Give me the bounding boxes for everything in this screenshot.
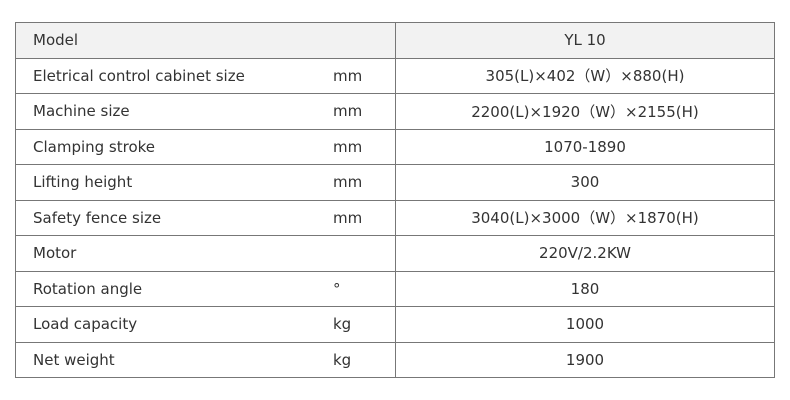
table-row: Motor 220V/2.2KW xyxy=(15,235,775,272)
table-row: Net weight kg 1900 xyxy=(15,341,775,378)
table-row: Clamping stroke mm 1070-1890 xyxy=(15,128,775,165)
row-unit: kg xyxy=(333,341,396,378)
row-value: 1900 xyxy=(395,341,775,378)
row-value: 300 xyxy=(395,164,775,201)
row-value: 2200(L)×1920（W）×2155(H) xyxy=(395,93,775,130)
row-unit: kg xyxy=(333,306,396,343)
row-unit: mm xyxy=(333,199,396,236)
spec-table: Model YL 10 Eletrical control cabinet si… xyxy=(15,22,775,378)
header-value: YL 10 xyxy=(395,22,775,59)
table-row: Safety fence size mm 3040(L)×3000（W）×1870(… xyxy=(15,199,775,236)
row-unit: mm xyxy=(333,128,396,165)
row-label: Clamping stroke xyxy=(15,128,333,165)
row-value: 220V/2.2KW xyxy=(395,235,775,272)
row-label: Load capacity xyxy=(15,306,333,343)
table-row: Lifting height mm 300 xyxy=(15,164,775,201)
row-label: Net weight xyxy=(15,341,333,378)
header-unit xyxy=(333,22,396,59)
row-unit: ° xyxy=(333,270,396,307)
row-label: Lifting height xyxy=(15,164,333,201)
header-label: Model xyxy=(15,22,333,59)
table-row: Rotation angle ° 180 xyxy=(15,270,775,307)
row-unit: mm xyxy=(333,57,396,94)
row-label: Machine size xyxy=(15,93,333,130)
row-value: 305(L)×402（W）×880(H) xyxy=(395,57,775,94)
row-label: Safety fence size xyxy=(15,199,333,236)
header-row: Model YL 10 xyxy=(15,22,775,59)
row-label: Rotation angle xyxy=(15,270,333,307)
table-row: Eletrical control cabinet size mm 305(L)×4… xyxy=(15,57,775,94)
table-row: Load capacity kg 1000 xyxy=(15,306,775,343)
row-label: Eletrical control cabinet size xyxy=(15,57,333,94)
table-row: Machine size mm 2200(L)×1920（W）×2155(H) xyxy=(15,93,775,130)
row-unit xyxy=(333,235,396,272)
row-unit: mm xyxy=(333,164,396,201)
row-unit: mm xyxy=(333,93,396,130)
row-label: Motor xyxy=(15,235,333,272)
row-value: 3040(L)×3000（W）×1870(H) xyxy=(395,199,775,236)
row-value: 180 xyxy=(395,270,775,307)
row-value: 1000 xyxy=(395,306,775,343)
row-value: 1070-1890 xyxy=(395,128,775,165)
